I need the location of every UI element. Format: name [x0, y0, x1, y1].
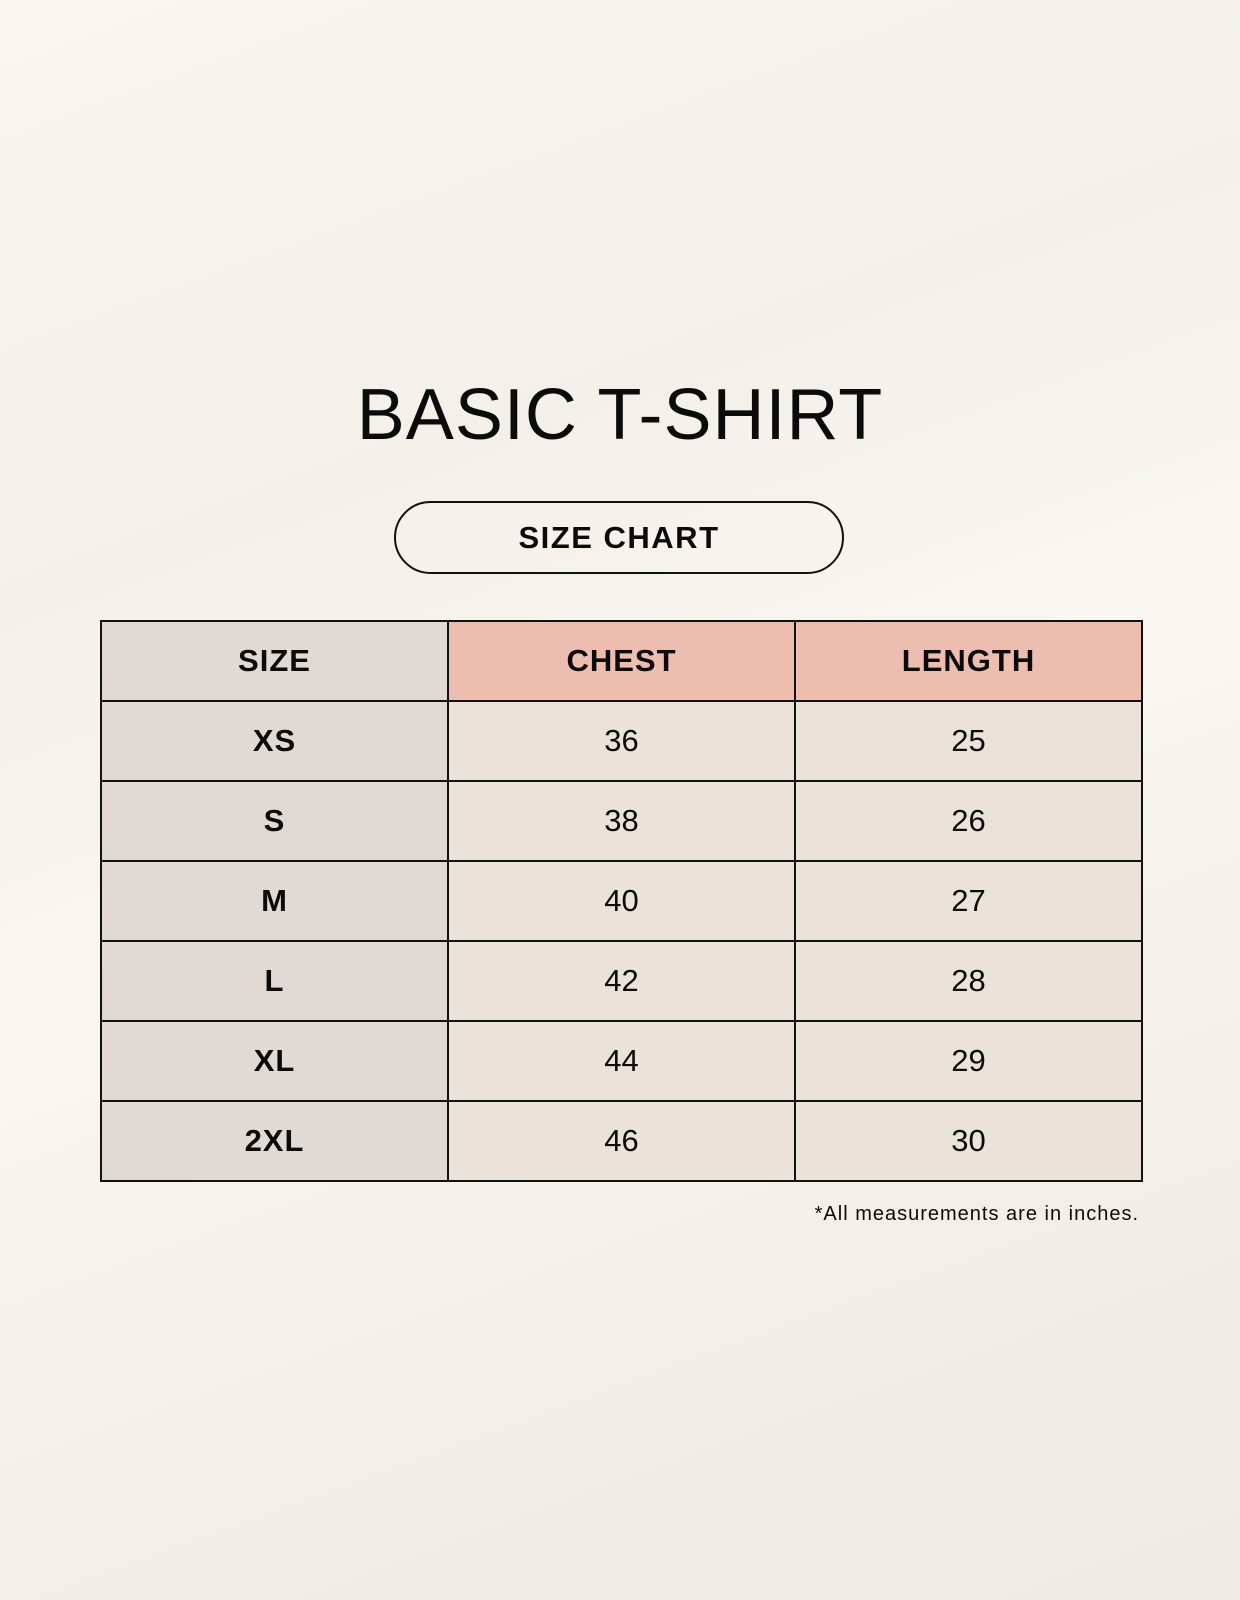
footnote: *All measurements are in inches. [814, 1203, 1139, 1225]
cell-chest: 36 [447, 700, 796, 782]
header-length: LENGTH [794, 620, 1143, 702]
cell-length: 25 [794, 700, 1143, 782]
cell-chest: 38 [447, 780, 796, 862]
table-row: XS 36 25 [100, 700, 1143, 782]
table-row: M 40 27 [100, 860, 1143, 942]
cell-chest: 42 [447, 940, 796, 1022]
cell-length: 27 [794, 860, 1143, 942]
header-chest: CHEST [447, 620, 796, 702]
cell-size: XL [100, 1020, 449, 1102]
cell-length: 28 [794, 940, 1143, 1022]
table-header-row: SIZE CHEST LENGTH [100, 620, 1143, 702]
size-chart-table: SIZE CHEST LENGTH XS 36 25 S 38 26 M 40 27 L 42 28 X… [100, 620, 1143, 1182]
cell-length: 29 [794, 1020, 1143, 1102]
cell-size: M [100, 860, 449, 942]
table-row: S 38 26 [100, 780, 1143, 862]
header-size: SIZE [100, 620, 449, 702]
table-row: XL 44 29 [100, 1020, 1143, 1102]
cell-chest: 44 [447, 1020, 796, 1102]
page-title: BASIC T-SHIRT [356, 375, 884, 455]
cell-size: XS [100, 700, 449, 782]
cell-length: 26 [794, 780, 1143, 862]
cell-chest: 46 [447, 1100, 796, 1182]
cell-size: S [100, 780, 449, 862]
cell-length: 30 [794, 1100, 1143, 1182]
cell-size: L [100, 940, 449, 1022]
size-chart-label: SIZE CHART [394, 501, 844, 574]
table-row: L 42 28 [100, 940, 1143, 1022]
cell-size: 2XL [100, 1100, 449, 1182]
cell-chest: 40 [447, 860, 796, 942]
table-row: 2XL 46 30 [100, 1100, 1143, 1182]
